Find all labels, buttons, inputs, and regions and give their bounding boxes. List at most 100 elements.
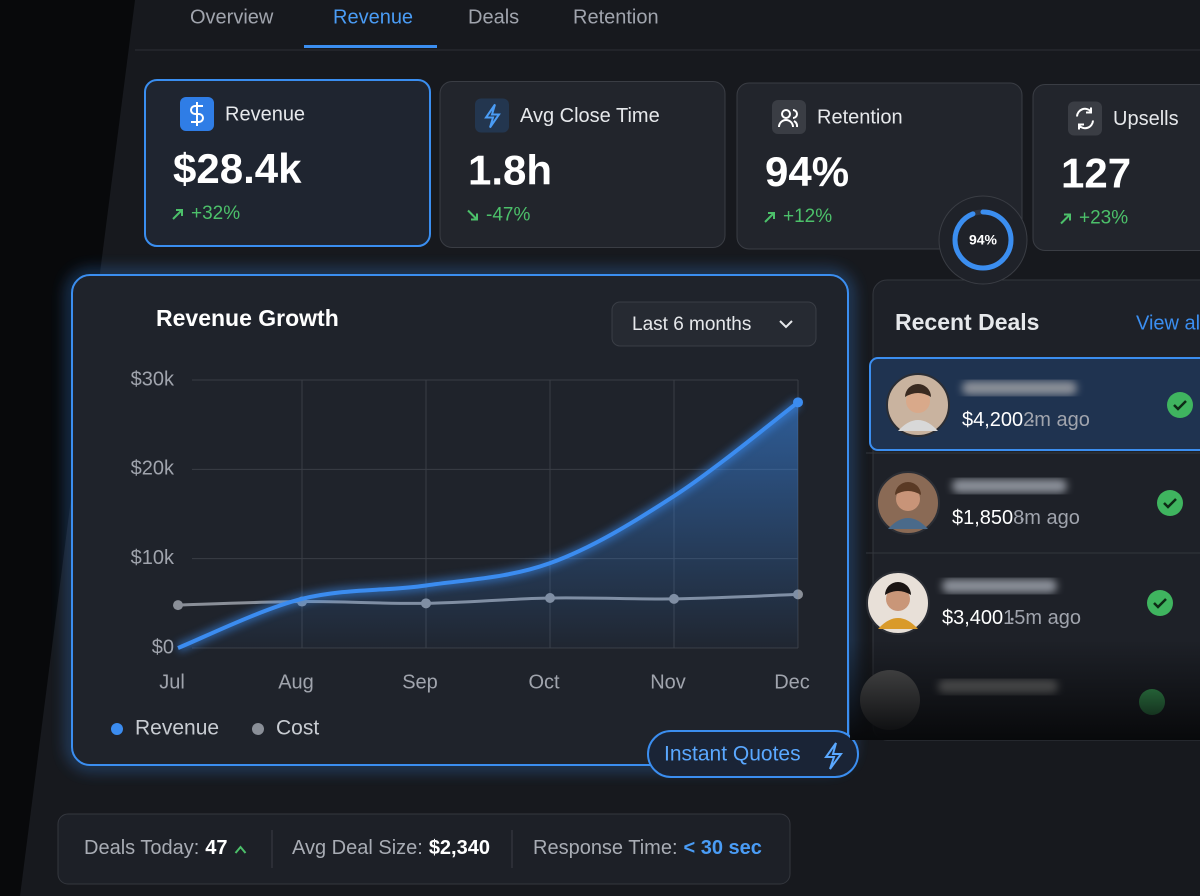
avatar-body xyxy=(878,618,918,629)
check-mark xyxy=(1163,498,1177,509)
kpi-card xyxy=(439,81,726,248)
chevron xyxy=(779,320,793,329)
kpi-value: 94% xyxy=(765,148,849,195)
check xyxy=(1167,392,1193,418)
tab[interactable]: Deals xyxy=(468,6,519,28)
kpi-value: 1.8h xyxy=(468,147,552,194)
kpi-value: $28.4k xyxy=(173,145,302,192)
period-label: Last 6 months xyxy=(632,314,751,335)
point xyxy=(173,600,183,611)
kpi-label: Retention xyxy=(817,106,903,128)
bolt-icon xyxy=(824,742,843,770)
footer-item: Deals Today: 47 xyxy=(84,837,228,859)
kpi-icon xyxy=(190,102,204,126)
deal-meta: $3,40015m ago xyxy=(942,607,1081,629)
avatar-face xyxy=(886,587,910,611)
kpi-value: 127 xyxy=(1061,150,1131,197)
tab[interactable]: Retention xyxy=(573,6,659,28)
kpi-card xyxy=(144,79,431,247)
check xyxy=(1157,490,1183,516)
kpi-icon xyxy=(778,109,799,128)
trend-arrow xyxy=(1060,213,1071,225)
kpi-change: +12% xyxy=(783,206,832,227)
kpi-icon xyxy=(484,103,501,129)
tab[interactable]: Revenue xyxy=(333,6,413,28)
footer-label: Avg Deal Size: xyxy=(292,837,423,859)
y-tick-label: $10k xyxy=(131,547,175,569)
x-tick-label: Oct xyxy=(528,671,560,693)
deal-time: 15m ago xyxy=(1003,607,1081,629)
x-tick-label: Aug xyxy=(278,671,314,693)
x-tick-label: Nov xyxy=(650,671,686,693)
deal-amount: $4,200 xyxy=(962,409,1023,431)
footer-value: $2,340 xyxy=(429,837,490,859)
kpi-change: -47% xyxy=(486,205,530,226)
avatar-hair xyxy=(905,384,931,397)
x-tick-label: Dec xyxy=(774,671,810,693)
deal-amount: $3,400 xyxy=(942,607,1003,629)
ring-arc xyxy=(952,209,1014,271)
kpi-change: +32% xyxy=(191,203,240,224)
trend-arrow xyxy=(172,209,183,220)
line xyxy=(177,400,800,650)
check-mark xyxy=(1173,400,1187,411)
avatar-face xyxy=(906,389,930,413)
trend-arrow xyxy=(764,212,775,223)
footer-bar xyxy=(57,813,791,885)
deal-meta: $1,8508m ago xyxy=(952,507,1080,529)
separator-dot xyxy=(1030,419,1034,423)
legend-label: Revenue xyxy=(135,717,219,740)
deal-row-selected[interactable] xyxy=(869,357,1200,451)
footer-item: Response Time: < 30 sec xyxy=(533,837,762,859)
avatar-body xyxy=(888,518,928,529)
fade xyxy=(850,640,1200,740)
y-tick-label: $20k xyxy=(131,458,175,480)
ring-badge xyxy=(938,195,1028,285)
deal-amount: $1,850 xyxy=(952,507,1013,529)
check xyxy=(1147,590,1173,616)
blurred-name xyxy=(952,479,1067,493)
button-label: Instant Quotes xyxy=(664,743,801,766)
kpi-change: +23% xyxy=(1079,208,1128,229)
chart-title: Revenue Growth xyxy=(156,305,339,331)
y-tick-label: $0 xyxy=(152,636,174,658)
avatar-hair xyxy=(895,482,921,495)
tab-underline xyxy=(304,45,437,48)
legend-swatch xyxy=(252,723,264,735)
footer-label: Response Time: xyxy=(533,837,678,859)
footer-item: Avg Deal Size: $2,340 xyxy=(292,837,490,859)
check-mark xyxy=(1153,598,1167,609)
blurred-name xyxy=(942,579,1057,593)
separator-dot xyxy=(1010,617,1014,621)
legend-label: Cost xyxy=(276,717,319,740)
x-tick-label: Sep xyxy=(402,671,438,693)
view-all-link[interactable]: View all xyxy=(1136,312,1200,334)
kpi-label: Revenue xyxy=(225,103,305,125)
deal-time: 8m ago xyxy=(1013,507,1080,529)
area xyxy=(178,402,798,648)
tab[interactable]: Overview xyxy=(190,6,274,28)
footer-value: 47 xyxy=(205,837,227,859)
kpi-label: Avg Close Time xyxy=(520,105,660,127)
avatar-hair xyxy=(885,582,911,595)
kpi-icon xyxy=(1076,107,1094,130)
period-dropdown[interactable] xyxy=(611,301,817,347)
y-tick-label: $30k xyxy=(131,368,175,390)
footer-label: Deals Today: xyxy=(84,837,199,859)
point xyxy=(793,397,803,408)
up-chevron xyxy=(234,845,247,854)
trend-arrow xyxy=(467,209,478,221)
kpi-icon-box xyxy=(1068,101,1102,136)
kpi-label: Upsells xyxy=(1113,108,1179,130)
avatar-face xyxy=(896,487,920,511)
legend-swatch xyxy=(111,723,123,735)
footer-value: < 30 sec xyxy=(684,837,762,859)
blurred-name xyxy=(962,381,1077,395)
deal-time: 2m ago xyxy=(1023,409,1090,431)
instant-quotes-button[interactable] xyxy=(647,730,859,778)
x-tick-label: Jul xyxy=(159,671,185,693)
deal-meta: $4,2002m ago xyxy=(962,409,1090,431)
separator-dot xyxy=(1020,517,1024,521)
